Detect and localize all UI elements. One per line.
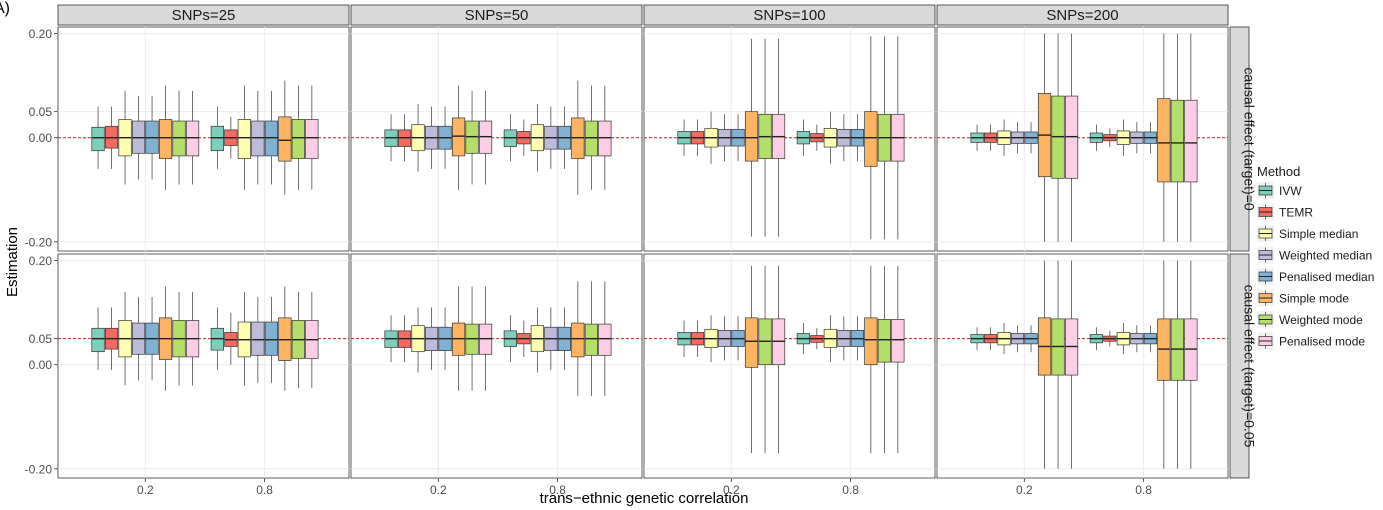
y-tick-label: -0.20 bbox=[25, 235, 53, 249]
y-tick-label: 0.00 bbox=[29, 358, 53, 372]
box-penalised-mode bbox=[185, 120, 200, 157]
legend-title: Method bbox=[1257, 164, 1300, 179]
legend-item-label: Penalised median bbox=[1279, 270, 1374, 284]
facet-panel bbox=[350, 253, 643, 479]
facet-strip-row-label: causal effect (target)=0.05 bbox=[1242, 285, 1258, 448]
box-simple-mode bbox=[864, 317, 878, 366]
x-tick-label: 0.8 bbox=[549, 483, 566, 497]
x-tick-label: 0.2 bbox=[430, 483, 447, 497]
box-penalised-mode bbox=[598, 120, 612, 157]
box-ivw bbox=[210, 125, 224, 152]
x-tick-label: 0.2 bbox=[1016, 483, 1033, 497]
y-tick-label: 0.20 bbox=[29, 254, 53, 268]
box-simple-mode bbox=[864, 111, 878, 167]
legend-item-label: TEMR bbox=[1279, 206, 1313, 220]
box-penalised-median bbox=[264, 120, 278, 157]
facet-strip-column-label: SNPs=50 bbox=[465, 7, 529, 24]
box-ivw bbox=[91, 126, 105, 152]
box-penalised-mode bbox=[1184, 99, 1198, 183]
facet-strip-row bbox=[1229, 253, 1250, 479]
y-tick-label: 0.05 bbox=[29, 332, 53, 346]
box-simple-mode bbox=[744, 111, 759, 162]
y-axis-label: Estimation bbox=[4, 227, 21, 297]
x-tick-label: 0.2 bbox=[137, 483, 154, 497]
legend-item-label: Weighted median bbox=[1279, 249, 1372, 263]
y-tick-label: 0.05 bbox=[29, 105, 53, 119]
facet-strip-column-label: SNPs=200 bbox=[1046, 7, 1118, 24]
box-weighted-mode bbox=[877, 319, 891, 363]
facet-strip-column-label: SNPs=100 bbox=[753, 7, 825, 24]
box-weighted-median bbox=[251, 120, 265, 157]
x-tick-label: 0.2 bbox=[723, 483, 740, 497]
legend: Method IVW TEMR Simple median Weighted media… bbox=[1257, 164, 1374, 350]
box-weighted-mode bbox=[584, 120, 598, 157]
box-penalised-median bbox=[264, 321, 278, 356]
box-weighted-mode bbox=[172, 120, 186, 157]
facet-panel bbox=[57, 253, 350, 479]
legend-item-label: Simple mode bbox=[1279, 292, 1349, 306]
facet-strip-column bbox=[643, 4, 936, 26]
legend-item-label: IVW bbox=[1279, 184, 1302, 198]
box-simple-mode bbox=[1157, 98, 1171, 183]
box-ivw bbox=[91, 327, 105, 353]
y-tick-label: -0.20 bbox=[25, 462, 53, 476]
facet-panel bbox=[643, 253, 936, 479]
box-penalised-mode bbox=[891, 319, 905, 363]
box-penalised-mode bbox=[305, 119, 319, 159]
x-tick-label: 0.8 bbox=[256, 483, 273, 497]
y-tick-label: 0.00 bbox=[29, 131, 53, 145]
facet-panels: SNPs=25 SNPs=50 SNPs=100 SNPs=200 causal eff… bbox=[25, 4, 1258, 497]
box-weighted-median bbox=[251, 321, 265, 356]
box-simple-mode bbox=[571, 322, 585, 358]
box-simple-mode bbox=[158, 119, 173, 159]
box-simple-mode bbox=[744, 317, 759, 368]
facet-strip-row-label: causal effect (target)=0 bbox=[1242, 67, 1258, 211]
box-penalised-mode bbox=[598, 323, 612, 356]
legend-item-label: Simple median bbox=[1279, 227, 1358, 241]
legend-item-label: Weighted mode bbox=[1279, 313, 1363, 327]
box-simple-median bbox=[237, 119, 251, 159]
box-weighted-mode bbox=[1170, 99, 1184, 183]
x-axis-label: trans−ethnic genetic correlation bbox=[540, 490, 749, 507]
x-tick-label: 0.8 bbox=[1135, 483, 1152, 497]
y-tick-label: 0.20 bbox=[29, 27, 53, 41]
box-simple-mode bbox=[451, 117, 466, 157]
facet-strip-column bbox=[57, 4, 350, 26]
legend-item-label: Penalised mode bbox=[1279, 335, 1365, 349]
facet-strip-column-label: SNPs=25 bbox=[172, 7, 236, 24]
panel-letter: A) bbox=[0, 0, 10, 17]
box-weighted-mode bbox=[291, 119, 305, 159]
facet-strip-column bbox=[350, 4, 643, 26]
box-weighted-mode bbox=[584, 323, 598, 356]
box-simple-mode bbox=[278, 116, 292, 162]
x-tick-label: 0.8 bbox=[842, 483, 859, 497]
facet-strip-row bbox=[1229, 26, 1250, 252]
facet-strip-column bbox=[936, 4, 1229, 26]
